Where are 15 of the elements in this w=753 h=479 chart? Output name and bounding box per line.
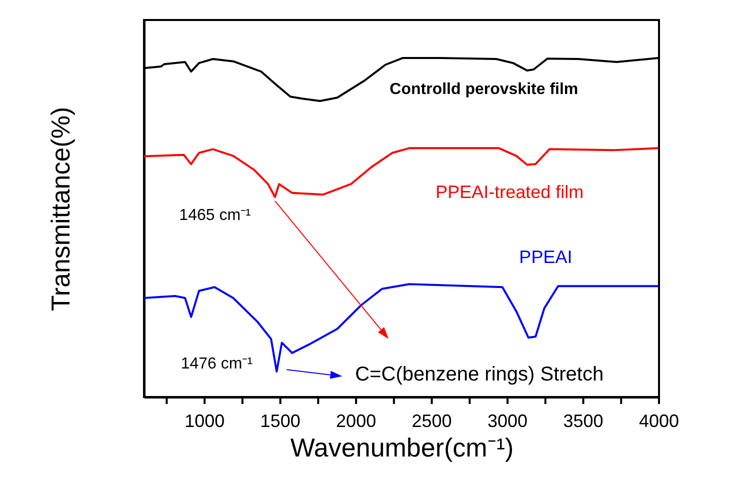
x-axis-title: Wavenumber(cm⁻¹): [290, 432, 514, 462]
series-label: PPEAI: [519, 247, 572, 268]
x-tick-label: 2500: [412, 411, 452, 431]
series-label: Controlld perovskite film: [390, 80, 578, 98]
x-tick-label: 1500: [260, 411, 300, 431]
x-tick-label: 2000: [336, 411, 376, 431]
y-axis-title: Transmittance(%): [46, 106, 76, 312]
x-tick-label: 3000: [488, 411, 528, 431]
annotation: 1465 cm⁻¹: [179, 206, 251, 224]
x-tick-label: 4000: [638, 411, 680, 431]
annotation: C=C(benzene rings) Stretch: [355, 363, 604, 386]
x-tick-label: 3500: [563, 411, 604, 431]
series-label: PPEAI-treated film: [436, 182, 584, 202]
annotation: 1476 cm⁻¹: [180, 356, 253, 373]
x-tick-label: 1000: [184, 411, 225, 431]
